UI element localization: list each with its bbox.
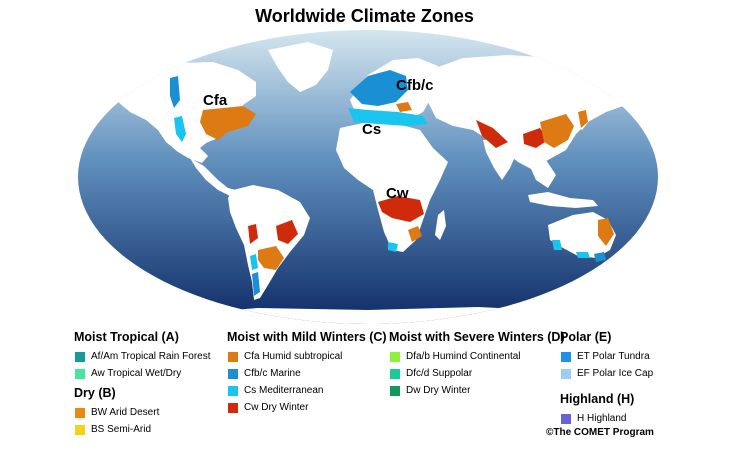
legend-title-dry: Dry (B) xyxy=(74,386,116,400)
asia xyxy=(428,55,643,170)
label-cfa: Cfa xyxy=(203,92,228,109)
zone-cs-cape xyxy=(388,242,398,252)
north-america xyxy=(108,62,256,163)
new-zealand xyxy=(626,256,634,274)
legend-label-aw: Aw Tropical Wet/Dry xyxy=(91,368,182,379)
zone-cfa-europe xyxy=(396,102,412,112)
zone-cw-andes xyxy=(248,224,258,244)
central-america xyxy=(190,158,236,196)
swatch-aw xyxy=(75,368,85,379)
swatch-et xyxy=(561,351,571,362)
legend-item-cs: Cs Mediterranean xyxy=(227,382,387,399)
zone-cfa-usa xyxy=(200,106,256,140)
zone-cfa-china xyxy=(540,114,574,148)
southeast-asia xyxy=(528,160,556,188)
legend-label-cfb-c: Cfb/c Marine xyxy=(244,368,301,379)
label-cw: Cw xyxy=(386,185,409,202)
south-america xyxy=(228,185,310,300)
legend-item-h: H Highland xyxy=(560,410,653,427)
swatch-dfa-b xyxy=(390,351,400,362)
legend-label-af-am: Af/Am Tropical Rain Forest xyxy=(91,351,211,362)
legend-label-dfa-b: Dfa/b Humind Continental xyxy=(406,351,521,362)
zone-cfb-chile xyxy=(252,272,260,296)
zone-cw-south-asia xyxy=(476,120,508,148)
legend-label-et: ET Polar Tundra xyxy=(577,351,650,362)
swatch-af-am xyxy=(75,351,85,362)
legend-label-dfc-d: Dfc/d Suppolar xyxy=(406,368,473,379)
swatch-cfb-c xyxy=(228,368,238,379)
swatch-cw xyxy=(228,402,238,413)
zone-cw-china xyxy=(523,128,548,148)
legend-title-mild-winters: Moist with Mild Winters (C) xyxy=(227,330,387,344)
zone-cs-s-australia xyxy=(576,252,590,258)
legend-item-bw: BW Arid Desert xyxy=(74,404,210,421)
legend-label-cw: Cw Dry Winter xyxy=(244,402,309,413)
zone-cw-africa xyxy=(378,196,424,222)
india xyxy=(483,138,518,180)
antarctica xyxy=(168,307,638,324)
swatch-bw xyxy=(75,407,85,418)
legend-item-dw: Dw Dry Winter xyxy=(389,382,565,399)
legend-label-ef: EF Polar Ice Cap xyxy=(577,368,654,379)
legend-label-bs: BS Semi-Arid xyxy=(91,424,152,435)
zone-cs-california xyxy=(174,116,186,142)
legend-item-cw: Cw Dry Winter xyxy=(227,399,387,416)
swatch-ef xyxy=(561,368,571,379)
legend-label-dw: Dw Dry Winter xyxy=(406,385,471,396)
zone-cfb-se-australia xyxy=(594,252,606,262)
legend-column-1: Moist Tropical (A) Af/Am Tropical Rain F… xyxy=(74,330,210,438)
legend-item-bs: BS Semi-Arid xyxy=(74,421,210,438)
legend-label-bw: BW Arid Desert xyxy=(91,407,160,418)
zone-cfa-japan xyxy=(578,110,588,128)
climate-zones xyxy=(170,70,634,296)
zone-cs-chile xyxy=(250,254,258,270)
zone-cfb-na-coast xyxy=(170,76,180,108)
swatch-dfc-d xyxy=(390,368,400,379)
zone-cs-mediterranean xyxy=(348,108,428,126)
world-map: Cfa Cfb/c Cs Cw xyxy=(78,30,658,324)
label-cs: Cs xyxy=(362,121,381,138)
zone-cfa-south-america xyxy=(258,246,284,270)
africa xyxy=(336,122,448,252)
swatch-h xyxy=(561,413,571,424)
credit-text: ©The COMET Program xyxy=(546,427,654,438)
legend-label-h: H Highland xyxy=(577,413,627,424)
label-cfbc: Cfb/c xyxy=(396,77,434,94)
swatch-cs xyxy=(228,385,238,396)
legend-title-polar: Polar (E) xyxy=(560,330,612,344)
legend-title-severe-winters: Moist with Severe Winters (D) xyxy=(389,330,565,344)
legend-title-highland: Highland (H) xyxy=(560,392,635,406)
madagascar xyxy=(435,210,446,240)
swatch-cfa xyxy=(228,351,238,362)
legend-item-dfa-b: Dfa/b Humind Continental xyxy=(389,348,565,365)
indonesia xyxy=(528,192,598,208)
greenland xyxy=(268,42,333,92)
legend-column-2: Moist with Mild Winters (C) Cfa Humid su… xyxy=(227,330,387,416)
map-title: Worldwide Climate Zones xyxy=(255,6,474,26)
legend-item-ef: EF Polar Ice Cap xyxy=(560,365,653,382)
legend-column-4: Polar (E) ET Polar Tundra EF Polar Ice C… xyxy=(560,330,653,427)
legend-item-cfa: Cfa Humid subtropical xyxy=(227,348,387,365)
legend-item-af-am: Af/Am Tropical Rain Forest xyxy=(74,348,210,365)
legend-label-cs: Cs Mediterranean xyxy=(244,385,324,396)
legend-label-cfa: Cfa Humid subtropical xyxy=(244,351,343,362)
swatch-dw xyxy=(390,385,400,396)
zone-cfa-australia xyxy=(598,218,614,246)
zone-cfb-europe xyxy=(350,70,408,106)
legend-item-dfc-d: Dfc/d Suppolar xyxy=(389,365,565,382)
zone-cfa-south-africa xyxy=(408,226,422,242)
zone-cs-sw-australia xyxy=(552,240,562,250)
legend-item-et: ET Polar Tundra xyxy=(560,348,653,365)
legend-item-cfb-c: Cfb/c Marine xyxy=(227,365,387,382)
legend-title-moist-tropical: Moist Tropical (A) xyxy=(74,330,179,344)
zone-cfb-nz xyxy=(626,257,634,273)
swatch-bs xyxy=(75,424,85,435)
zone-cw-south-america xyxy=(276,220,298,244)
legend-column-3: Moist with Severe Winters (D) Dfa/b Humi… xyxy=(389,330,565,399)
legend-item-aw: Aw Tropical Wet/Dry xyxy=(74,365,210,382)
